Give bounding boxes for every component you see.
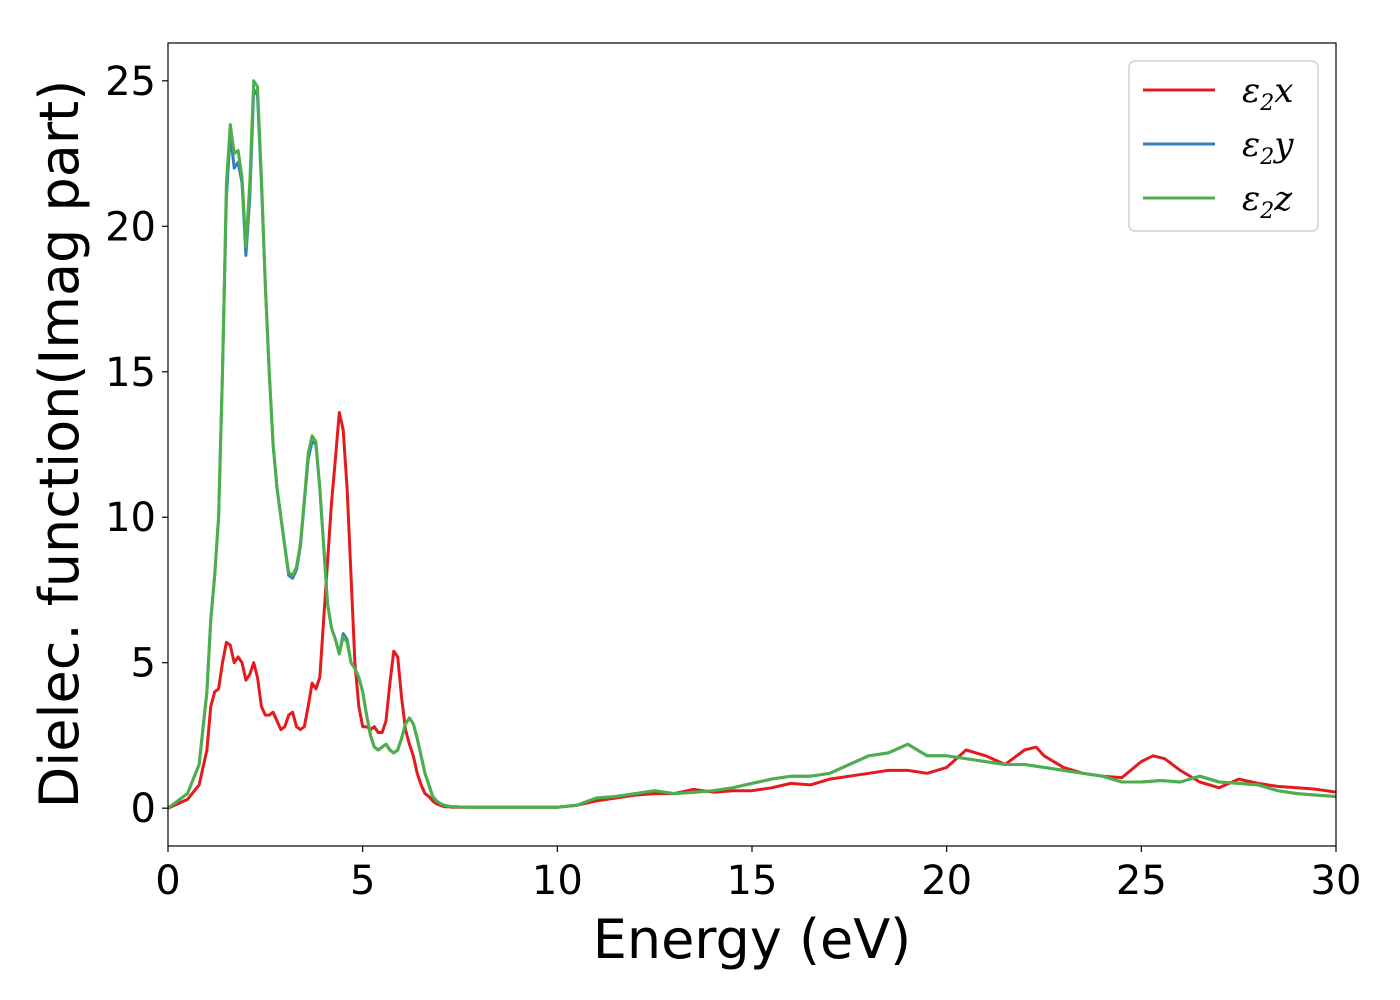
y-axis-label: Dielec. function(Imag part) xyxy=(28,80,91,809)
x-tick-label: 15 xyxy=(727,858,778,904)
series-line-ε2z xyxy=(168,79,1336,810)
y-tick-label: 10 xyxy=(105,495,156,541)
x-tick-label: 25 xyxy=(1116,858,1167,904)
x-axis-ticks: 0 5 10 15 20 25 30 xyxy=(155,846,1361,904)
x-axis-label: Energy (eV) xyxy=(593,908,912,971)
y-tick-label: 20 xyxy=(105,204,156,250)
y-tick-label: 0 xyxy=(131,786,156,832)
legend-box xyxy=(1128,60,1319,232)
y-tick-label: 5 xyxy=(131,641,156,687)
legend-label-ε2y: ε2y xyxy=(1242,125,1294,170)
series-line-ε2x xyxy=(168,411,1336,810)
x-tick-label: 5 xyxy=(350,858,375,904)
y-tick-label: 25 xyxy=(105,59,156,105)
legend: ε2x ε2y ε2z xyxy=(1128,60,1319,232)
y-tick-label: 15 xyxy=(105,350,156,396)
x-tick-label: 20 xyxy=(921,858,972,904)
series-layer xyxy=(168,79,1336,810)
x-tick-label: 10 xyxy=(532,858,583,904)
legend-label-ε2z: ε2z xyxy=(1242,179,1293,224)
legend-label-ε2x: ε2x xyxy=(1242,71,1293,116)
x-tick-label: 30 xyxy=(1311,858,1362,904)
x-tick-label: 0 xyxy=(155,858,180,904)
y-axis-ticks: 0 5 10 15 20 25 xyxy=(105,59,168,832)
